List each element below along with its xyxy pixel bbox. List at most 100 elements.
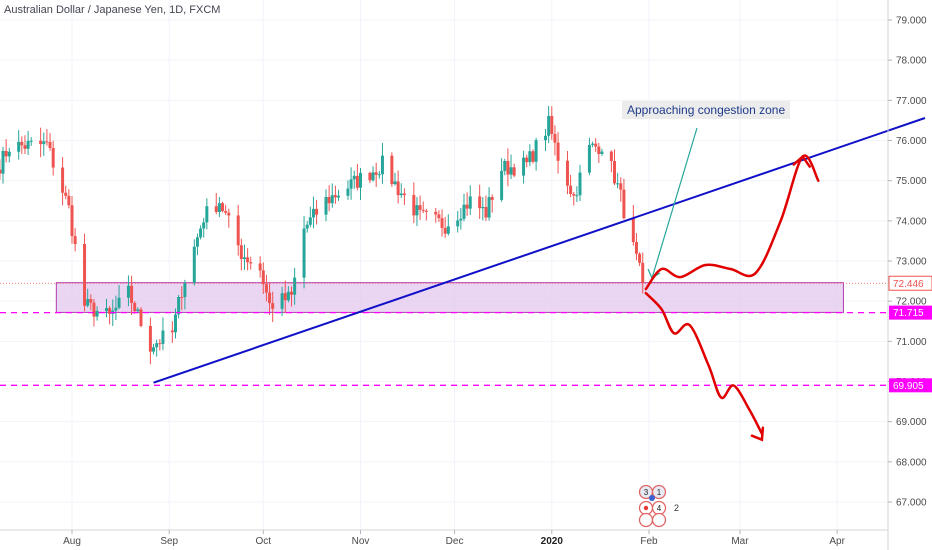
candlestick	[437, 210, 441, 223]
time-tick-label: 2020	[541, 536, 564, 547]
candle-body	[377, 174, 381, 176]
event-markers[interactable]: 3 1 4 2	[638, 484, 680, 528]
candle-body	[484, 207, 488, 218]
candle-body	[242, 257, 246, 260]
candle-body	[622, 189, 626, 219]
candlestick	[48, 133, 52, 151]
annotation-label[interactable]: Approaching congestion zone	[622, 101, 791, 119]
candle-body	[550, 115, 554, 134]
candlestick	[393, 172, 397, 186]
candlestick	[512, 163, 516, 178]
candle-body	[173, 314, 177, 333]
candle-body	[616, 183, 620, 185]
candle-body	[139, 309, 143, 327]
candlestick	[286, 286, 290, 303]
candlestick	[214, 193, 218, 215]
candle-body	[371, 172, 375, 181]
price-axis[interactable]: 67.00068.00069.00070.00071.00072.00073.0…	[887, 0, 932, 550]
candle-body	[333, 195, 337, 198]
candle-body	[271, 303, 275, 309]
candlestick	[17, 129, 21, 160]
candle-body	[133, 302, 137, 312]
candlestick	[261, 262, 265, 295]
candle-body	[553, 133, 557, 143]
candlestick	[70, 196, 74, 244]
candlestick	[465, 192, 469, 216]
candlestick	[42, 132, 46, 156]
price-label-box	[889, 305, 932, 320]
candlestick	[283, 280, 287, 314]
candlestick	[1, 146, 5, 184]
candlestick	[45, 129, 49, 146]
time-tick-label: Aug	[63, 536, 81, 547]
candlestick	[239, 238, 243, 271]
candle-body	[180, 297, 184, 299]
candle-body	[89, 299, 93, 303]
candlestick	[217, 196, 221, 218]
candlestick	[199, 225, 203, 240]
candlestick	[613, 149, 617, 186]
candle-body	[293, 277, 297, 295]
candle-body	[525, 157, 529, 163]
price-tick-label: 76.000	[896, 136, 927, 147]
candle-body	[578, 172, 582, 196]
candlestick	[64, 185, 68, 200]
candle-body	[352, 175, 356, 180]
event-badge[interactable]: 4	[651, 500, 667, 516]
candlestick	[67, 189, 71, 209]
candlestick	[271, 291, 275, 322]
event-badge-text: 3	[644, 488, 649, 497]
price-label-text: 71.715	[893, 308, 924, 319]
candle-body	[290, 291, 294, 295]
candle-body	[61, 167, 65, 193]
candlestick	[434, 207, 438, 223]
candlestick	[402, 188, 406, 205]
event-badge[interactable]: 1	[651, 484, 667, 500]
projection-paths	[644, 154, 820, 442]
candle-body	[311, 208, 315, 218]
candlestick	[591, 141, 595, 148]
candle-body	[462, 204, 466, 219]
candlestick	[180, 286, 184, 311]
candlestick	[575, 186, 579, 202]
candlestick	[26, 131, 30, 156]
candlestick	[117, 284, 121, 310]
candlestick	[446, 214, 450, 236]
candle-body	[283, 293, 287, 301]
candle-body	[349, 179, 353, 189]
price-label-box	[889, 378, 932, 393]
candle-body	[421, 209, 425, 211]
candlestick	[399, 183, 403, 198]
candlestick	[490, 194, 494, 213]
event-badge-text: 2	[674, 503, 679, 513]
candlestick	[600, 148, 604, 156]
candle-body	[531, 151, 535, 162]
event-badge[interactable]	[651, 512, 667, 528]
candlestick	[195, 233, 199, 256]
candlestick	[139, 307, 143, 328]
time-tick-label: Mar	[731, 536, 749, 547]
candle-body	[569, 185, 573, 194]
candle-body	[214, 206, 218, 213]
event-dot-icon	[649, 495, 655, 501]
event-badge[interactable]	[638, 512, 654, 528]
candlestick	[374, 162, 378, 187]
candle-body	[396, 181, 400, 196]
price-tick-label: 78.000	[896, 56, 927, 67]
candlestick	[359, 167, 362, 200]
candlestick	[462, 193, 466, 222]
candle-body	[547, 115, 551, 136]
candlestick	[236, 204, 240, 256]
candle-body	[205, 206, 209, 223]
candle-body	[29, 140, 33, 142]
time-axis[interactable]: Aug Sep Oct Nov Dec 2020 Feb Mar Apr	[0, 529, 888, 547]
candlestick	[553, 125, 557, 156]
candle-body	[152, 347, 156, 352]
candlestick	[544, 128, 548, 152]
candlestick	[522, 150, 526, 184]
candle-body	[534, 140, 538, 162]
candlestick	[371, 166, 375, 182]
candlestick	[327, 185, 331, 212]
candle-body	[594, 143, 598, 147]
candle-body	[572, 193, 576, 196]
